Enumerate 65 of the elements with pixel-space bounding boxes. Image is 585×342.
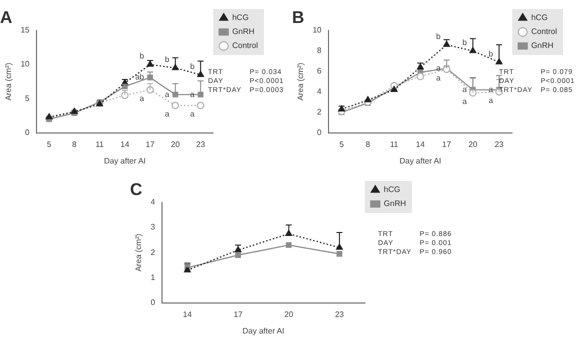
x-tick-label: 8 — [366, 140, 371, 149]
x-tick-label: 11 — [390, 140, 399, 149]
y-tick-label: 4 — [150, 198, 156, 207]
x-tick-label: 20 — [284, 310, 294, 319]
annotation: b — [190, 62, 196, 71]
x-axis-title: Day after AI — [242, 326, 284, 336]
annotation: b — [436, 32, 442, 41]
x-tick-label: 5 — [46, 140, 52, 149]
legend-label: Control — [531, 27, 558, 36]
x-axis-title: Day after AI — [104, 156, 146, 166]
x-tick-label: 14 — [182, 310, 192, 319]
annotation: ab — [135, 72, 145, 82]
legend-label: Control — [232, 41, 258, 50]
annotation: a — [462, 97, 468, 106]
x-tick-label: 23 — [334, 310, 344, 319]
chart-title: A — [0, 8, 12, 27]
y-tick-label: 2 — [150, 248, 156, 257]
y-tick-label: 4 — [317, 87, 322, 96]
x-tick-label: 5 — [339, 140, 344, 149]
annotation: b — [462, 38, 468, 48]
legend-label: hCG — [531, 13, 548, 22]
y-tick-label: 5 — [25, 94, 30, 103]
x-tick-label: 17 — [442, 140, 452, 149]
legend-label: GnRH — [384, 199, 406, 208]
x-tick-label: 17 — [146, 140, 156, 149]
y-tick-label: 10 — [20, 60, 30, 69]
annotation: b — [488, 49, 494, 58]
y-axis-title: Area (cm²) — [4, 62, 14, 100]
x-tick-label: 17 — [234, 310, 244, 319]
x-tick-label: 8 — [72, 140, 78, 149]
x-tick-label: 14 — [120, 140, 130, 149]
x-axis-title: Day after AI — [399, 156, 442, 166]
y-tick-label: 0 — [25, 128, 30, 138]
y-tick-label: 15 — [20, 26, 30, 35]
x-tick-label: 14 — [416, 140, 426, 149]
x-tick-label: 20 — [468, 140, 478, 149]
annotation: a — [462, 84, 468, 94]
chart-title: C — [130, 180, 142, 199]
y-tick-label: 10 — [312, 26, 322, 35]
annotation: b — [164, 55, 170, 64]
y-tick-label: 1 — [150, 272, 156, 282]
annotation: a — [164, 90, 170, 99]
x-tick-label: 11 — [95, 140, 104, 149]
legend-label: hCG — [232, 13, 249, 22]
annotation: a — [488, 96, 494, 106]
annotation: b — [140, 52, 145, 61]
y-tick-label: 0 — [150, 298, 156, 308]
legend-label: GnRH — [232, 27, 255, 36]
y-axis-title: Area (cm²) — [296, 62, 306, 100]
chart-title: B — [292, 8, 304, 27]
y-tick-label: 6 — [317, 66, 322, 76]
x-tick-label: 20 — [170, 140, 180, 149]
legend-label: hCG — [384, 185, 400, 194]
annotation: a — [436, 74, 442, 83]
y-tick-label: 3 — [150, 222, 156, 232]
y-tick-label: 0 — [317, 128, 322, 138]
legend-label: GnRH — [531, 41, 554, 50]
annotation: a — [164, 110, 170, 119]
annotation: a — [190, 110, 196, 119]
y-tick-label: 8 — [317, 46, 322, 56]
x-tick-label: 23 — [494, 140, 504, 149]
x-tick-label: 23 — [196, 140, 206, 149]
y-tick-label: 2 — [317, 108, 322, 117]
y-axis-title: Area (cm²) — [134, 233, 144, 272]
annotation: a — [140, 94, 145, 103]
